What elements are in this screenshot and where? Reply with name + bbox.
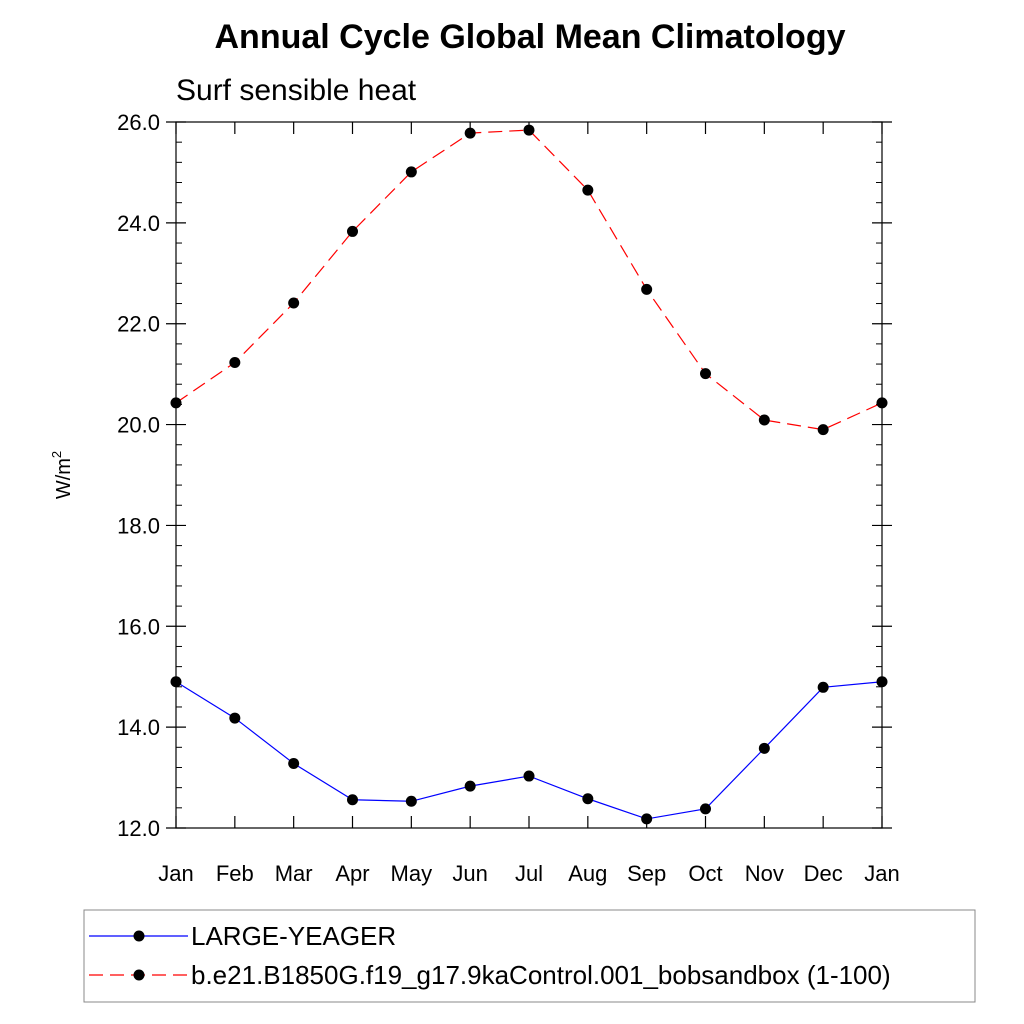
series-0-point — [464, 780, 476, 792]
y-axis-label-superscript: 2 — [49, 451, 64, 458]
y-axis-label-text: W/m — [53, 458, 75, 499]
y-tick-label: 20.0 — [117, 413, 160, 438]
x-tick-label: Jun — [452, 861, 487, 886]
series-0-point — [523, 770, 535, 782]
series-1-point — [347, 225, 358, 237]
series-1-point — [523, 124, 535, 136]
series-1-point — [700, 368, 711, 380]
series-0-point — [347, 794, 358, 806]
series-0-point — [288, 757, 300, 769]
y-tick-label: 22.0 — [117, 312, 160, 337]
axes: 12.0 14.0 16.0 18.0 20.0 22.0 24.0 26.0 Jan Feb Ma… — [117, 110, 900, 886]
chart-title: Annual Cycle Global Mean Climatology — [215, 18, 846, 56]
series-0-point — [170, 676, 182, 688]
x-tick-label: May — [391, 861, 433, 886]
y-tick-label: 14.0 — [117, 715, 160, 740]
y-tick-label: 12.0 — [117, 816, 160, 841]
x-tick-label: Mar — [275, 861, 313, 886]
series-1-point — [817, 424, 829, 436]
series-0-point — [641, 813, 653, 825]
series-1-point — [641, 283, 653, 295]
series-0-point — [700, 803, 711, 815]
series-line-1 — [175, 129, 883, 431]
series-0-point — [817, 681, 829, 693]
plot-series — [170, 124, 888, 825]
x-tick-label: Feb — [216, 861, 254, 886]
legend: LARGE-YEAGER b.e21.B1850G.f19_g17.9kaCon… — [83, 909, 976, 1003]
plot-frame — [175, 121, 883, 829]
y-axis-label: W/m2 — [49, 451, 75, 499]
x-tick-label: Jan — [158, 861, 193, 886]
x-tick-label: Jan — [864, 861, 899, 886]
x-tick-label: Apr — [335, 861, 369, 886]
series-1-point — [170, 397, 182, 409]
series-0-point — [405, 795, 417, 807]
y-tick-label: 18.0 — [117, 513, 160, 538]
series-1-point — [464, 127, 476, 139]
legend-label-large-yeager: LARGE-YEAGER — [191, 921, 396, 951]
legend-box — [83, 909, 976, 1003]
series-1-point — [288, 297, 300, 309]
series-0-point — [876, 676, 888, 688]
legend-marker-large-yeager — [133, 930, 145, 942]
y-tick-label: 24.0 — [117, 211, 160, 236]
svg-text:W/m2: W/m2 — [49, 451, 75, 499]
series-1-point — [582, 184, 594, 196]
y-tick-label: 16.0 — [117, 614, 160, 639]
legend-label-control-run: b.e21.B1850G.f19_g17.9kaControl.001_bobs… — [191, 960, 891, 990]
x-tick-label: Nov — [745, 861, 784, 886]
x-tick-label: Jul — [515, 861, 543, 886]
legend-marker-control-run — [133, 969, 145, 981]
series-line-0 — [175, 681, 883, 820]
series-1-point — [229, 357, 241, 369]
series-1-point — [876, 397, 888, 409]
x-tick-label: Oct — [688, 861, 722, 886]
chart-subtitle: Surf sensible heat — [176, 74, 417, 107]
x-tick-label: Aug — [568, 861, 607, 886]
x-tick-label: Dec — [804, 861, 843, 886]
y-tick-label: 26.0 — [117, 110, 160, 135]
series-0-point — [229, 712, 241, 724]
series-0-point — [758, 742, 770, 754]
series-1-point — [758, 414, 770, 426]
series-1-point — [405, 166, 417, 178]
x-tick-label: Sep — [627, 861, 666, 886]
series-0-point — [582, 793, 594, 805]
